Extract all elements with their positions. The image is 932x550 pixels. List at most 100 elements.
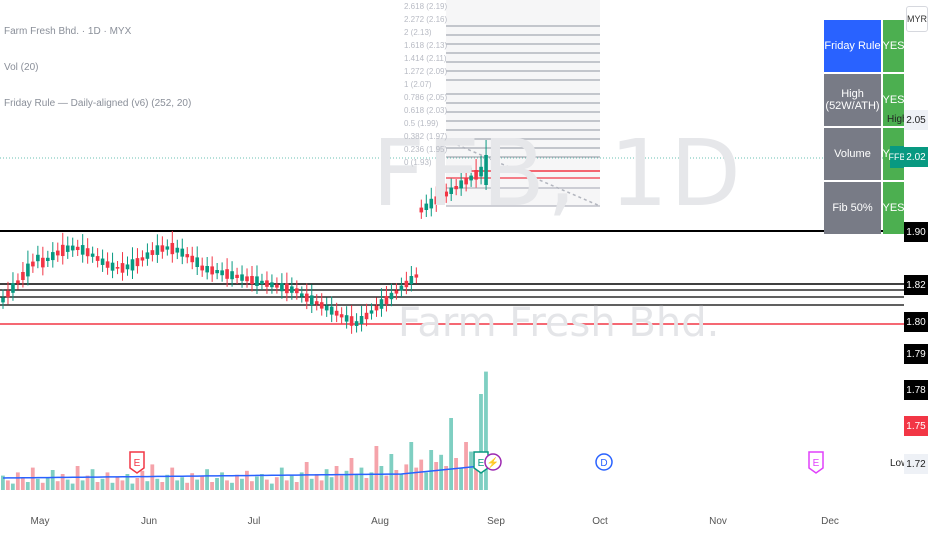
event-marker-glyph: ⚡ xyxy=(487,456,499,469)
event-marker-glyph: E xyxy=(478,458,485,469)
currency-button[interactable]: MYR xyxy=(906,6,928,32)
candle-body xyxy=(115,267,120,269)
volume-bar xyxy=(424,472,429,490)
candle-body xyxy=(140,257,145,261)
month-label: Jul xyxy=(247,516,261,527)
candle-body xyxy=(384,296,389,304)
table-row-volume: Volume YES xyxy=(824,128,904,182)
month-label: Aug xyxy=(371,516,389,527)
candle-body xyxy=(120,263,125,273)
fib-level-label: 0.382 (1.97) xyxy=(404,132,448,141)
volume-bar xyxy=(215,478,219,490)
candle-body xyxy=(195,257,200,268)
candle-body xyxy=(344,315,349,322)
volume-bar xyxy=(314,474,319,490)
volume-bar xyxy=(389,454,394,490)
volume-bar xyxy=(15,472,20,490)
volume-bar xyxy=(230,482,234,490)
candle-body xyxy=(46,257,50,262)
volume-bar xyxy=(259,474,264,490)
candle-body xyxy=(364,312,369,320)
candle-body xyxy=(334,310,339,316)
volume-bar xyxy=(304,462,309,490)
volume-bar xyxy=(30,467,35,490)
candle-body xyxy=(265,280,269,287)
volume-bar xyxy=(464,442,468,490)
candle-body xyxy=(100,258,105,265)
volume-bar xyxy=(479,394,483,490)
candle-body xyxy=(359,316,364,324)
volume-bar xyxy=(170,467,175,490)
volume-bar xyxy=(449,418,453,490)
event-marker-glyph: E xyxy=(134,458,141,469)
candle-body xyxy=(26,263,30,277)
volume-bar xyxy=(269,483,274,490)
volume-bar xyxy=(359,467,364,490)
fib-level-label: 2.618 (2.19) xyxy=(404,2,448,11)
volume-bar xyxy=(120,480,125,490)
fib-level-label: 1.618 (2.13) xyxy=(404,41,448,50)
friday-rule-table: Friday Rule YES High (52W/ATH) YES Volum… xyxy=(824,20,904,236)
level-tag: 1.80 xyxy=(904,312,928,332)
table-value: YES xyxy=(883,74,904,126)
volume-bar xyxy=(329,477,334,490)
candle-body xyxy=(36,254,40,262)
volume-bar xyxy=(125,474,130,490)
indicator-friday-rule[interactable]: Friday Rule — Daily-aligned (v6) (252, 2… xyxy=(4,98,192,109)
candle-body xyxy=(155,245,160,255)
candle-body xyxy=(314,301,319,305)
volume-bar xyxy=(484,371,488,490)
candle-body xyxy=(185,254,190,258)
volume-bar xyxy=(364,478,369,490)
candle-body xyxy=(135,258,140,267)
candle-body xyxy=(369,310,374,314)
candle-body xyxy=(41,257,45,268)
volume-bar xyxy=(459,467,463,490)
candle-body xyxy=(250,276,254,284)
volume-bar xyxy=(354,474,359,490)
candle-body xyxy=(354,321,359,326)
volume-ma-line xyxy=(2,464,487,479)
volume-bar xyxy=(65,479,70,490)
chart-area[interactable]: E E ⚡ D E FFB, 1D Farm Fresh Bhd. Farm Fresh… xyxy=(0,0,932,510)
table-value: YES xyxy=(883,20,904,72)
candle-body xyxy=(309,295,314,305)
volume-bar xyxy=(240,478,244,490)
chart-title[interactable]: Farm Fresh Bhd. · 1D · MYX xyxy=(4,26,132,37)
volume-bar xyxy=(414,467,419,490)
price-chart[interactable]: E E ⚡ D E xyxy=(0,0,932,510)
candle-body xyxy=(474,170,478,180)
volume-bar xyxy=(299,472,304,490)
volume-bar xyxy=(334,466,339,490)
volume-bar xyxy=(50,470,55,490)
candle-body xyxy=(290,286,294,293)
candle-body xyxy=(215,270,219,274)
volume-bar xyxy=(110,482,115,490)
volume-bar xyxy=(195,479,200,490)
event-marker-earnings xyxy=(473,451,489,474)
candle-body xyxy=(60,244,65,257)
volume-bar xyxy=(404,464,409,490)
table-label: Friday Rule xyxy=(824,20,881,72)
volume-bar xyxy=(379,466,384,490)
candle-body xyxy=(70,245,75,251)
candle-body xyxy=(469,175,473,181)
candle-body xyxy=(464,178,468,185)
indicator-volume[interactable]: Vol (20) xyxy=(4,62,39,73)
volume-bar xyxy=(100,478,105,490)
volume-bar xyxy=(80,480,85,490)
candle-body xyxy=(304,293,309,302)
table-label: Volume xyxy=(824,128,881,180)
volume-bar xyxy=(235,474,239,490)
event-marker-glyph: E xyxy=(813,458,820,469)
month-label: May xyxy=(30,516,50,527)
candle-body xyxy=(75,246,80,251)
table-value: YES xyxy=(883,182,904,234)
time-axis[interactable]: May Jun Jul Aug Sep Oct Nov Dec xyxy=(0,510,932,550)
candle-body xyxy=(65,245,70,252)
level-tag: 1.78 xyxy=(904,380,928,400)
volume-bar xyxy=(205,469,209,490)
candle-body xyxy=(295,288,299,294)
candle-body xyxy=(145,252,150,259)
symbol-tag: FFB xyxy=(889,146,906,168)
